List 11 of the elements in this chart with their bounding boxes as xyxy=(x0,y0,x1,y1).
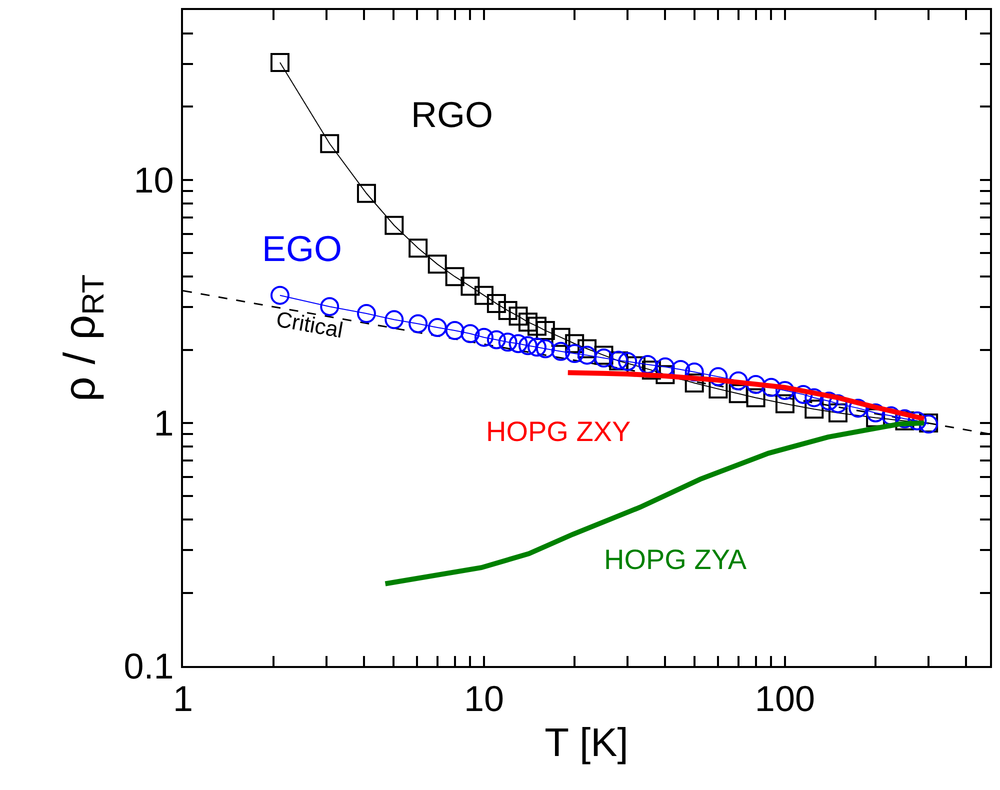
x-axis-title: T [K] xyxy=(544,721,628,766)
y-tick-label: 1 xyxy=(154,402,174,444)
x-tick-label: 10 xyxy=(464,678,504,720)
y-tick-label: 10 xyxy=(134,159,174,200)
series-label: EGO xyxy=(262,228,342,269)
x-tick-label: 100 xyxy=(754,678,815,720)
y-tick-label: 0.1 xyxy=(124,646,174,687)
text: Critical xyxy=(274,306,345,343)
series-label: HOPG ZYA xyxy=(604,544,747,575)
series-label: HOPG ZXY xyxy=(486,416,632,447)
series-label: RGO xyxy=(411,94,494,135)
